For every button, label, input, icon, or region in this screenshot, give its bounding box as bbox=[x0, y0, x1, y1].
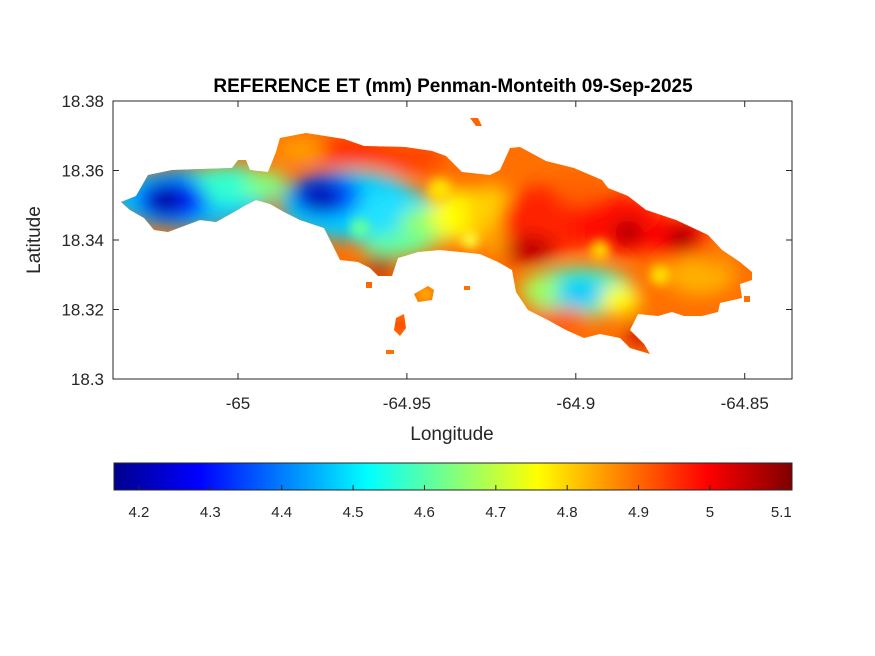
y-tick-label: 18.38 bbox=[61, 92, 104, 111]
x-tick-label: -64.9 bbox=[556, 394, 595, 413]
colorbar-tick-label: 5.1 bbox=[771, 504, 792, 521]
x-tick-label: -64.85 bbox=[721, 394, 769, 413]
x-axis-label: Longitude bbox=[410, 424, 493, 445]
y-tick-label: 18.36 bbox=[61, 162, 104, 181]
colorbar-tick-label: 4.9 bbox=[628, 504, 649, 521]
colorbar-tick-label: 4.6 bbox=[414, 504, 435, 521]
et-field bbox=[121, 118, 752, 354]
colorbar-tick-label: 4.4 bbox=[271, 504, 292, 521]
x-axis-ticks: -65 -64.95 -64.9 -64.85 bbox=[226, 101, 769, 413]
y-tick-label: 18.34 bbox=[61, 231, 104, 250]
colorbar-tick-label: 4.5 bbox=[343, 504, 364, 521]
colorbar bbox=[113, 462, 793, 491]
colorbar-tick-label: 4.2 bbox=[129, 504, 150, 521]
colorbar-ticks: 4.2 4.3 4.4 4.5 4.6 4.7 4.8 4.9 5 5.1 bbox=[129, 485, 792, 521]
colorbar-tick-label: 4.8 bbox=[557, 504, 578, 521]
y-axis-label: Latitude bbox=[24, 206, 45, 274]
colorbar-tick-label: 4.3 bbox=[200, 504, 221, 521]
y-axis-ticks: 18.3 18.32 18.34 18.36 18.38 bbox=[61, 92, 792, 389]
x-tick-label: -64.95 bbox=[383, 394, 431, 413]
y-tick-label: 18.3 bbox=[71, 370, 104, 389]
colorbar-tick-label: 5 bbox=[706, 504, 714, 521]
field-detail bbox=[350, 118, 670, 331]
chart-title: REFERENCE ET (mm) Penman-Monteith 09-Sep… bbox=[213, 76, 693, 97]
y-tick-label: 18.32 bbox=[61, 301, 104, 320]
x-tick-label: -65 bbox=[226, 394, 251, 413]
colorbar-tick-label: 4.7 bbox=[485, 504, 506, 521]
